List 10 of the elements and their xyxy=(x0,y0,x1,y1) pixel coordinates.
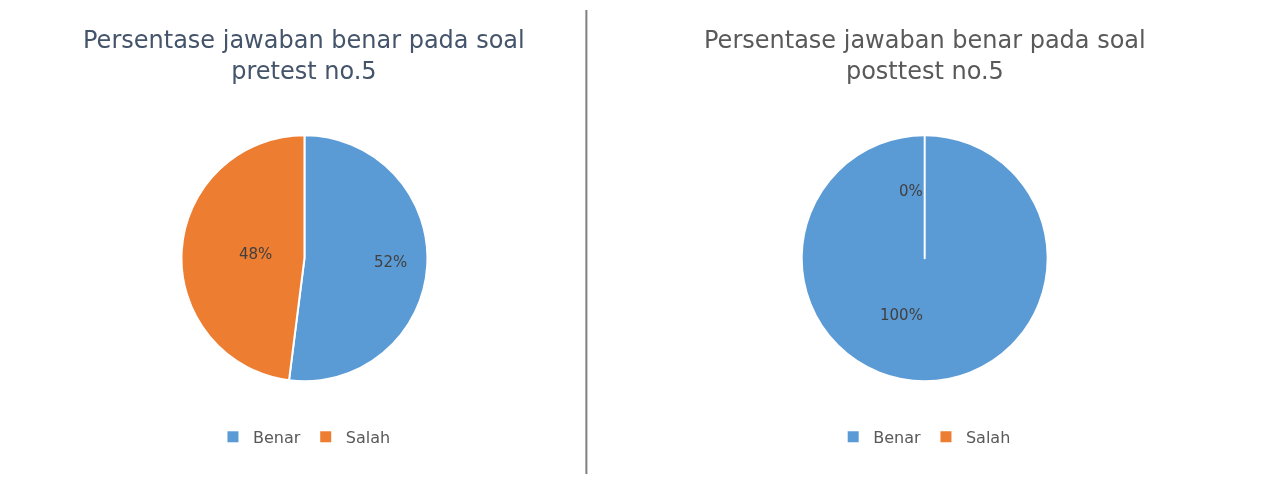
legend-label: Salah xyxy=(345,428,391,448)
chart-title: Persentase jawaban benar pada soal posttest no.5 xyxy=(704,26,1146,86)
legend-label: Benar xyxy=(873,428,921,448)
legend-label: Salah xyxy=(965,428,1011,448)
data-label: 48% xyxy=(239,245,273,263)
chart-title: Persentase jawaban benar pada soal pretest no.5 xyxy=(83,26,525,86)
data-label: 52% xyxy=(374,253,408,271)
text: 0% xyxy=(899,182,923,200)
data-label: 100% xyxy=(880,306,923,324)
legend-label: Benar xyxy=(252,428,301,448)
